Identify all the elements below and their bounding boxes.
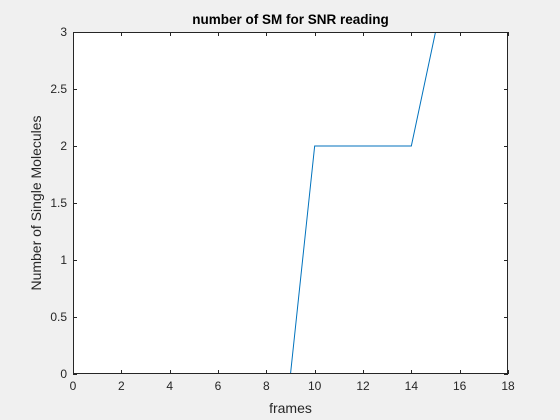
- x-axis-label: frames: [269, 400, 312, 416]
- x-tick-label: 2: [118, 379, 125, 393]
- x-tick-label: 6: [215, 379, 222, 393]
- x-tick-label: 10: [308, 379, 322, 393]
- y-tick-label: 1.5: [50, 196, 67, 210]
- x-tick-label: 14: [405, 379, 419, 393]
- axes-background: [73, 32, 508, 374]
- y-tick-label: 0.5: [50, 310, 67, 324]
- y-axis-label: Number of Single Molecules: [28, 115, 44, 290]
- x-tick-label: 12: [356, 379, 370, 393]
- x-tick-label: 0: [70, 379, 77, 393]
- y-tick-label: 3: [60, 25, 67, 39]
- x-tick-label: 16: [453, 379, 467, 393]
- x-tick-label: 18: [501, 379, 515, 393]
- y-tick-label: 1: [60, 253, 67, 267]
- x-tick-label: 8: [263, 379, 270, 393]
- chart-title: number of SM for SNR reading: [192, 12, 389, 27]
- y-tick-label: 2: [60, 139, 67, 153]
- y-tick-label: 2.5: [50, 82, 67, 96]
- y-tick-label: 0: [60, 367, 67, 381]
- series-line: [97, 32, 484, 374]
- x-tick-label: 4: [166, 379, 173, 393]
